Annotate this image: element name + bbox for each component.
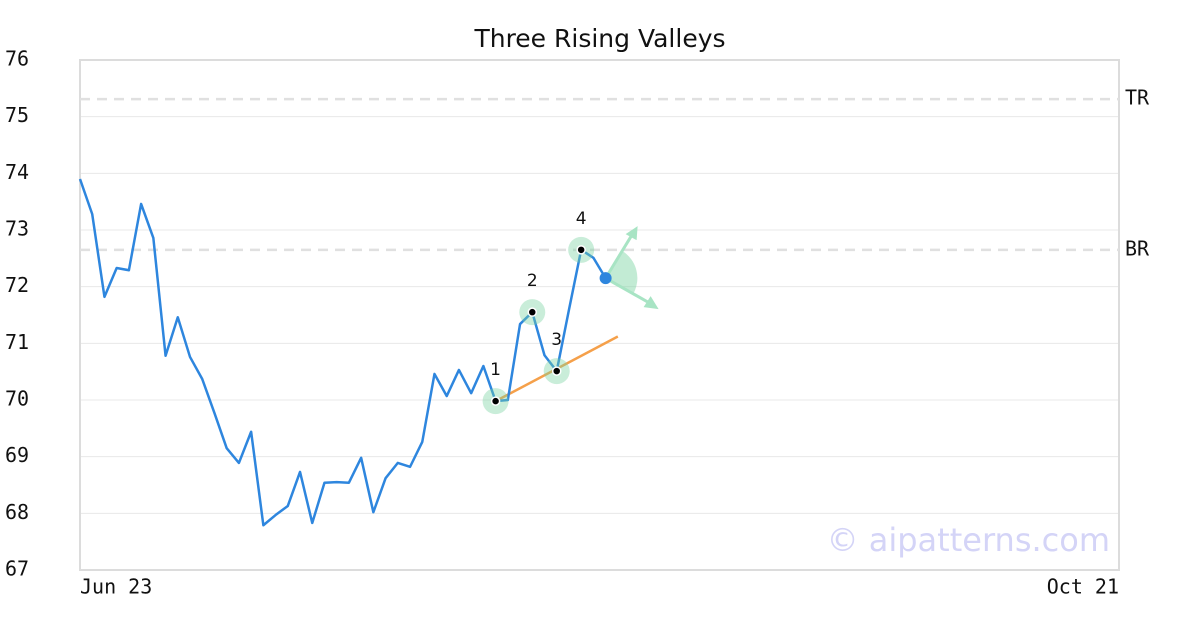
- current-point: [599, 272, 612, 285]
- pattern-label: 3: [551, 330, 562, 350]
- projection-arrow: [604, 276, 653, 306]
- pattern-label: 4: [576, 209, 587, 229]
- pattern-point: [576, 245, 586, 255]
- y-tick-label: 76: [5, 47, 29, 71]
- projection-arrow: [604, 231, 635, 279]
- y-tick-label: 70: [5, 387, 29, 411]
- pattern-label: 1: [490, 360, 501, 380]
- arrow-head: [643, 296, 659, 310]
- pattern-point: [527, 307, 538, 317]
- y-tick-label: 69: [5, 443, 29, 467]
- plot-border: [79, 59, 1120, 571]
- chart-title: Three Rising Valleys: [473, 24, 725, 53]
- y-tick-label: 68: [5, 500, 29, 524]
- y-tick-label: 75: [5, 103, 29, 127]
- watermark: © aipatterns.com: [827, 521, 1110, 559]
- pattern-label: 2: [527, 271, 538, 291]
- projection-fan: [605, 251, 638, 294]
- reference-label: BR: [1125, 236, 1150, 260]
- reference-label: TR: [1125, 86, 1150, 110]
- x-tick-label: Oct 21: [1047, 575, 1119, 599]
- y-tick-label: 74: [5, 160, 29, 184]
- y-tick-label: 73: [5, 217, 29, 241]
- x-tick-label: Jun 23: [80, 575, 152, 599]
- pattern-point: [551, 366, 562, 376]
- price-line: [78, 178, 607, 527]
- y-tick-label: 72: [5, 273, 29, 297]
- y-tick-label: 71: [5, 330, 29, 354]
- y-tick-label: 67: [5, 557, 29, 581]
- pattern-point: [490, 396, 501, 406]
- arrow-head: [625, 226, 638, 241]
